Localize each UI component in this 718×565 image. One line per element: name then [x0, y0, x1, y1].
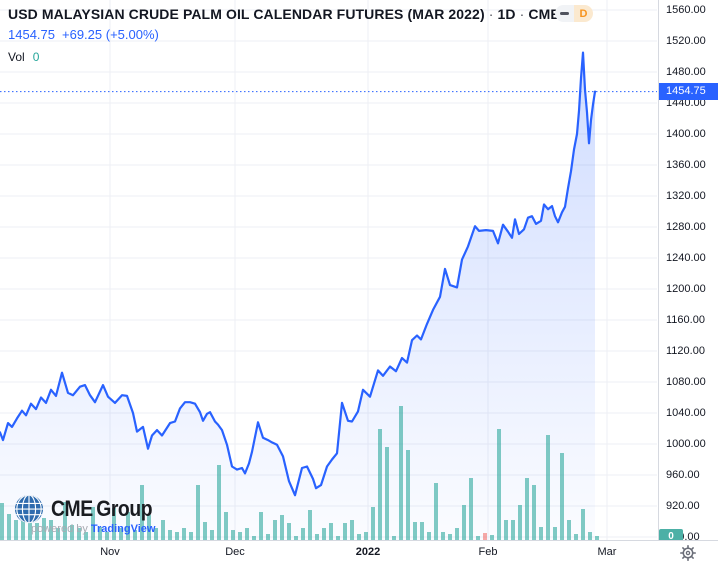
volume-value: 0	[32, 50, 40, 64]
price-axis-label: 1040.00	[666, 406, 706, 419]
time-axis-label: Nov	[100, 546, 120, 558]
tradingview-link[interactable]: TradingView	[90, 523, 156, 535]
price-axis-label: 1360.00	[666, 158, 706, 171]
price-axis-label: 1400.00	[666, 127, 706, 140]
price-change-value: +69.25 (+5.00%)	[62, 27, 159, 42]
minus-icon	[560, 12, 569, 15]
chart-legend: USD MALAYSIAN CRUDE PALM OIL CALENDAR FU…	[8, 6, 560, 64]
time-axis[interactable]: Nov Dec 2022 Feb Mar	[0, 540, 718, 565]
price-axis-label: 1160.00	[666, 313, 705, 326]
price-axis-label: 1000.00	[666, 437, 706, 450]
time-axis-label: 2022	[355, 546, 381, 558]
time-axis-label: Feb	[478, 546, 498, 558]
price-axis-label: 1560.00	[666, 3, 706, 16]
symbol-title-row: USD MALAYSIAN CRUDE PALM OIL CALENDAR FU…	[8, 6, 560, 22]
last-price-value: 1454.75	[8, 27, 55, 42]
legend-interval-toggle[interactable]: D	[555, 5, 593, 22]
axis-settings-corner	[658, 541, 718, 565]
volume-row: Vol 0	[8, 50, 560, 64]
volume-label: Vol	[8, 50, 25, 64]
price-axis-label: 1200.00	[666, 282, 706, 295]
price-axis[interactable]: 1560.00 1520.00 1480.00 1440.00 1400.00 1360.…	[658, 0, 718, 544]
powered-by-row: powered by TradingView	[14, 523, 166, 535]
price-axis-label: 1120.00	[666, 344, 705, 357]
interval-d-badge[interactable]: D	[574, 5, 593, 22]
price-chart-canvas[interactable]	[0, 0, 657, 540]
chart-pane[interactable]: USD MALAYSIAN CRUDE PALM OIL CALENDAR FU…	[0, 0, 657, 540]
price-axis-label: 1240.00	[666, 251, 706, 264]
symbol-title[interactable]: USD MALAYSIAN CRUDE PALM OIL CALENDAR FU…	[8, 6, 485, 22]
separator-dot: ·	[488, 6, 494, 22]
price-axis-label: 1080.00	[666, 375, 706, 388]
price-axis-label: 920.00	[666, 499, 700, 512]
settings-gear-icon[interactable]	[680, 545, 696, 561]
price-axis-label: 1480.00	[666, 65, 706, 78]
price-axis-label: 1320.00	[666, 189, 706, 202]
interval-label: 1D	[497, 6, 516, 22]
last-price-badge: 1454.75	[659, 83, 718, 101]
cme-globe-icon	[14, 494, 44, 524]
collapse-legend-button[interactable]	[555, 5, 574, 22]
price-axis-label: 1280.00	[666, 220, 706, 233]
time-axis-label: Dec	[225, 546, 245, 558]
powered-by-label: powered by	[31, 523, 88, 535]
price-axis-label: 1520.00	[666, 34, 706, 47]
price-axis-label: 960.00	[666, 468, 700, 481]
separator-dot: ·	[519, 6, 525, 22]
price-row: 1454.75 +69.25 (+5.00%)	[8, 27, 560, 42]
exchange-label: CME	[528, 6, 560, 22]
cme-group-logo-text: CME Group	[51, 496, 153, 521]
cme-group-watermark[interactable]: CME Group powered by TradingView	[14, 494, 166, 535]
time-axis-label: Mar	[597, 546, 617, 558]
